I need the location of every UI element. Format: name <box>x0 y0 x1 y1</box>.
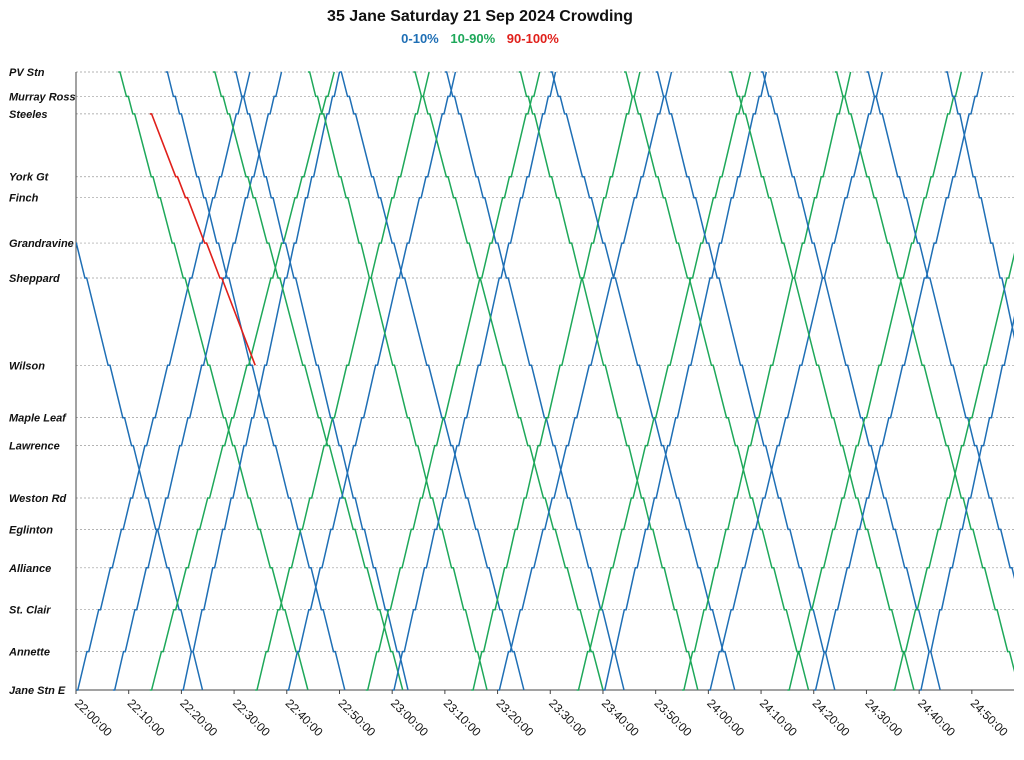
trip-line <box>118 71 309 691</box>
trip-line <box>729 71 915 691</box>
trip-line <box>392 71 557 691</box>
trip-line <box>234 71 409 691</box>
stop-labels: PV Stn Murray Ross Steeles York Gt Finch Gran… <box>8 67 76 697</box>
trip-line <box>866 71 1014 580</box>
stop-label: Wilson <box>9 360 45 372</box>
stop-label: Lawrence <box>9 441 60 453</box>
stop-label: Alliance <box>8 563 51 575</box>
x-tick-label: 22:40:00 <box>283 696 326 739</box>
legend: 0-10% 10-90% 90-100% <box>0 31 960 46</box>
gridlines <box>75 71 1014 691</box>
x-tick-label: 22:50:00 <box>335 696 378 739</box>
legend-item-90-100: 90-100% <box>506 31 559 46</box>
x-tick-label: 23:00:00 <box>388 696 431 739</box>
trip-line <box>945 71 1014 340</box>
trip-line <box>365 71 541 691</box>
x-tick-label: 24:00:00 <box>704 696 747 739</box>
stop-label: Eglinton <box>9 524 53 536</box>
x-tick-label: 24:10:00 <box>757 696 800 739</box>
trip-line <box>497 71 673 691</box>
trip-line <box>181 71 341 691</box>
legend-item-10-90: 10-90% <box>450 31 496 46</box>
stop-label: Finch <box>9 193 39 205</box>
trip-line <box>471 71 641 691</box>
x-tick-label: 22:10:00 <box>125 696 168 739</box>
x-tick-label: 22:20:00 <box>177 696 220 739</box>
x-tick-labels: 22:00:00 22:10:00 22:20:00 22:30:00 22:40:00… <box>72 690 1011 739</box>
x-tick-label: 22:30:00 <box>230 696 273 739</box>
trip-line <box>813 71 984 691</box>
trip-line <box>682 71 852 691</box>
stop-label: Murray Ross <box>9 91 76 103</box>
trip-lines <box>76 71 1014 691</box>
stop-label: Grandravine <box>9 238 74 250</box>
trip-line <box>286 71 457 691</box>
crowded-trip-line <box>149 113 256 366</box>
x-tick-label: 23:20:00 <box>493 696 536 739</box>
trip-line <box>255 71 430 691</box>
trip-line <box>165 71 346 691</box>
x-tick-label: 24:20:00 <box>810 696 853 739</box>
stop-label: York Gt <box>9 172 50 184</box>
trip-line <box>307 71 488 691</box>
stop-label: St. Clair <box>9 605 51 617</box>
trip-line <box>787 71 963 691</box>
trip-line <box>76 71 251 691</box>
stop-label: Annette <box>8 647 50 659</box>
trip-line <box>213 71 404 691</box>
trip-line <box>655 71 836 691</box>
chart-title: 35 Jane Saturday 21 Sep 2024 Crowding <box>327 8 633 25</box>
x-tick-label: 22:00:00 <box>72 696 115 739</box>
x-tick-label: 23:40:00 <box>599 696 642 739</box>
trip-line <box>518 71 699 691</box>
x-tick-label: 24:30:00 <box>862 696 905 739</box>
stop-label: Steeles <box>9 109 48 121</box>
trip-line <box>919 315 1014 691</box>
trip-line <box>892 252 1014 691</box>
trip-line <box>112 71 283 691</box>
stop-label: Maple Leaf <box>9 413 67 425</box>
trip-line <box>624 71 810 691</box>
trip-line <box>576 71 752 691</box>
trip-line <box>834 71 1014 673</box>
trip-line <box>149 71 335 691</box>
x-tick-label: 24:40:00 <box>915 696 958 739</box>
stop-label: Sheppard <box>9 273 60 285</box>
trip-line <box>76 242 204 691</box>
trip-line <box>761 71 941 691</box>
legend-item-0-10: 0-10% <box>401 31 439 46</box>
trip-line <box>708 71 884 691</box>
trip-line <box>339 71 525 691</box>
stop-label: Weston Rd <box>9 493 67 505</box>
x-tick-label: 23:10:00 <box>441 696 484 739</box>
x-tick-label: 23:50:00 <box>652 696 695 739</box>
x-tick-label: 23:30:00 <box>546 696 589 739</box>
stop-label: PV Stn <box>9 67 45 79</box>
trip-line <box>550 71 736 691</box>
stop-label: Jane Stn E <box>9 685 66 697</box>
trip-line <box>444 71 625 691</box>
trip-line <box>413 71 604 691</box>
x-tick-label: 24:50:00 <box>968 696 1011 739</box>
trip-line <box>603 71 768 691</box>
